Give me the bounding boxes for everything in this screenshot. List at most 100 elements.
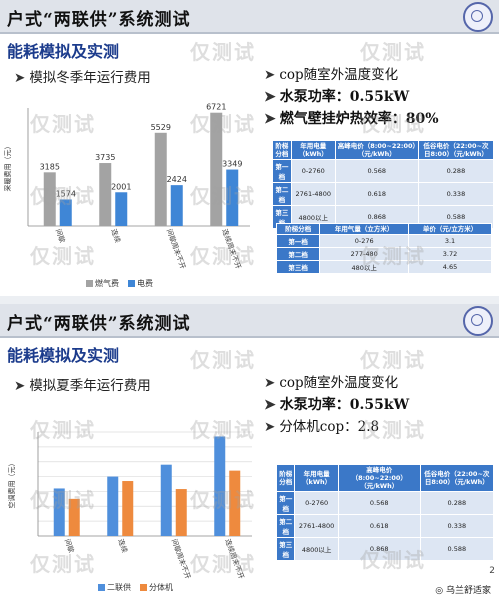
table-cell: 0.568 (337, 491, 421, 515)
slide-header: 户式“两联供”系统测试 (0, 0, 499, 34)
page-number: 2 (489, 566, 495, 576)
bullet-pump-power: ➤ 水泵功率：0.55kW (264, 89, 410, 105)
header-title: 户式“两联供”系统测试 (7, 314, 191, 334)
table-cell: 4800以上 (294, 537, 339, 561)
table-header: 单价（元/立方米） (408, 223, 492, 235)
watermark-text: 仅测试 (360, 40, 426, 64)
tick-label: 连续 (116, 538, 129, 554)
bar (59, 199, 72, 226)
table-cell: 2761-4800 (290, 182, 336, 206)
data-label: 3185 (40, 162, 60, 171)
legend-swatch (128, 280, 135, 287)
chart-title: ➤ 模拟夏季年运行费用 (14, 378, 151, 394)
arrow-bullet-icon: ➤ (14, 70, 26, 86)
y-axis-label: 采暖费用（元） (3, 143, 12, 192)
data-label: 3349 (222, 160, 242, 169)
data-label: 3735 (95, 153, 115, 162)
table-cell: 0.288 (419, 491, 495, 515)
bar (160, 464, 172, 536)
data-label: 5529 (151, 123, 171, 132)
table-cell: 第二档 (275, 514, 296, 538)
data-label: 2424 (167, 175, 187, 184)
table-cell: 第三档 (275, 537, 296, 561)
slide-subtitle: 能耗模拟及实测 (7, 42, 120, 61)
table-row: 第一档 0-2760 0.568 0.288 (272, 159, 495, 183)
tick-label: 连续周末不开 (223, 538, 246, 581)
table-header: 阶梯分档 (275, 464, 296, 492)
table-cell: 0.618 (334, 182, 419, 206)
slide-header: 户式“两联供”系统测试 (0, 304, 499, 338)
bar (99, 163, 112, 226)
legend-entry: 燃气费 (95, 278, 119, 288)
table-cell: 第一档 (275, 234, 321, 248)
legend-swatch (98, 584, 105, 591)
bar (53, 488, 65, 536)
table-cell: 0.338 (419, 514, 495, 538)
bar (43, 172, 56, 226)
table-cell: 277-480 (319, 247, 410, 261)
bullet-list: ➤ cop随室外温度变化 ➤ 水泵功率：0.55kW ➤ 分体机cop：2.8 (264, 372, 409, 438)
data-label: 1574 (56, 189, 76, 198)
table-cell: 0.568 (334, 159, 419, 183)
watermark-text: 仅测试 (360, 348, 426, 372)
table-cell: 2761-4800 (294, 514, 339, 538)
table-cell: 第一档 (275, 491, 296, 515)
bar (229, 470, 241, 536)
bar (210, 112, 223, 226)
table-header: 年用电量（kWh） (294, 464, 339, 492)
bullet-cop: ➤ cop随室外温度变化 (264, 67, 399, 83)
watermark-text: 仅测试 (190, 40, 256, 64)
table-header: 低谷电价（22:00~次日8:00）（元/kWh） (417, 140, 495, 160)
bullet-pump-power: ➤ 水泵功率：0.55kW (264, 397, 410, 413)
table-header-row: 阶梯分档 年用电量（kWh） 高峰电价（8:00~22:00）（元/kWh） 低… (272, 140, 495, 160)
bar (226, 169, 239, 226)
bullet-cop: ➤ cop随室外温度变化 (264, 375, 399, 391)
tick-label: 连续周末不开 (220, 228, 243, 271)
tick-label: 连续 (109, 228, 122, 244)
table-row: 第二档 2761-4800 0.618 0.338 (272, 182, 495, 206)
table-row: 第二档 277-480 3.72 (275, 247, 492, 261)
legend-swatch (86, 280, 93, 287)
bar (122, 481, 134, 536)
legend-entry: 二联供 (107, 582, 131, 592)
slide-winter: 户式“两联供”系统测试 能耗模拟及实测 ➤ 模拟冬季年运行费用 采暖费用（元） 31… (0, 0, 499, 296)
bar (170, 185, 183, 226)
table-cell: 0.868 (337, 537, 421, 561)
table-cell: 480以上 (319, 260, 410, 274)
source-credit: ◎ 乌兰舒适家 (435, 586, 491, 596)
y-axis-label: 空调费用（元） (7, 460, 16, 509)
tick-label: 间歇周末不开 (170, 538, 193, 581)
watermark-text: 仅测试 (190, 348, 256, 372)
chart-title: ➤ 模拟冬季年运行费用 (14, 70, 151, 86)
table-cell: 第二档 (275, 247, 321, 261)
table-header: 高峰电价（8:00~22:00）（元/kWh） (337, 464, 421, 492)
table-cell: 第一档 (272, 159, 292, 183)
table-cell: 3.72 (408, 247, 492, 261)
table-header: 年用电量（kWh） (290, 140, 336, 160)
arrow-bullet-icon: ➤ (14, 378, 26, 394)
table-cell: 第三档 (275, 260, 321, 274)
data-label: 2001 (111, 182, 131, 191)
table-row: 第二档 2761-4800 0.618 0.338 (275, 514, 495, 538)
bar (115, 192, 128, 226)
table-header: 低谷电价（22:00~次日8:00）（元/kWh） (419, 464, 495, 492)
tick-label: 间歇周末不开 (165, 228, 188, 271)
table-cell: 0-2760 (290, 159, 336, 183)
wechat-icon: ◎ (435, 586, 446, 596)
gas-tariff-table: 阶梯分档 年用气量（立方米） 单价（元/立方米） 第一档 0-276 3.1 第… (275, 223, 492, 274)
table-cell: 0.588 (419, 537, 495, 561)
table-header: 阶梯分档 (272, 140, 292, 160)
table-header-row: 阶梯分档 年用电量（kWh） 高峰电价（8:00~22:00）（元/kWh） 低… (275, 464, 495, 492)
electricity-tariff-table: 阶梯分档 年用电量（kWh） 高峰电价（8:00~22:00）（元/kWh） 低… (275, 464, 495, 561)
data-label: 6721 (206, 103, 226, 112)
tick-label: 间歇 (54, 228, 67, 244)
university-logo-icon (463, 2, 493, 32)
slide-subtitle: 能耗模拟及实测 (7, 346, 120, 365)
table-header: 年用气量（立方米） (319, 223, 410, 235)
header-title: 户式“两联供”系统测试 (7, 10, 191, 30)
table-header-row: 阶梯分档 年用气量（立方米） 单价（元/立方米） (275, 223, 492, 235)
table-row: 第三档 480以上 4.65 (275, 260, 492, 274)
table-row: 第一档 0-276 3.1 (275, 234, 492, 248)
table-row: 第一档 0-2760 0.568 0.288 (275, 491, 495, 515)
